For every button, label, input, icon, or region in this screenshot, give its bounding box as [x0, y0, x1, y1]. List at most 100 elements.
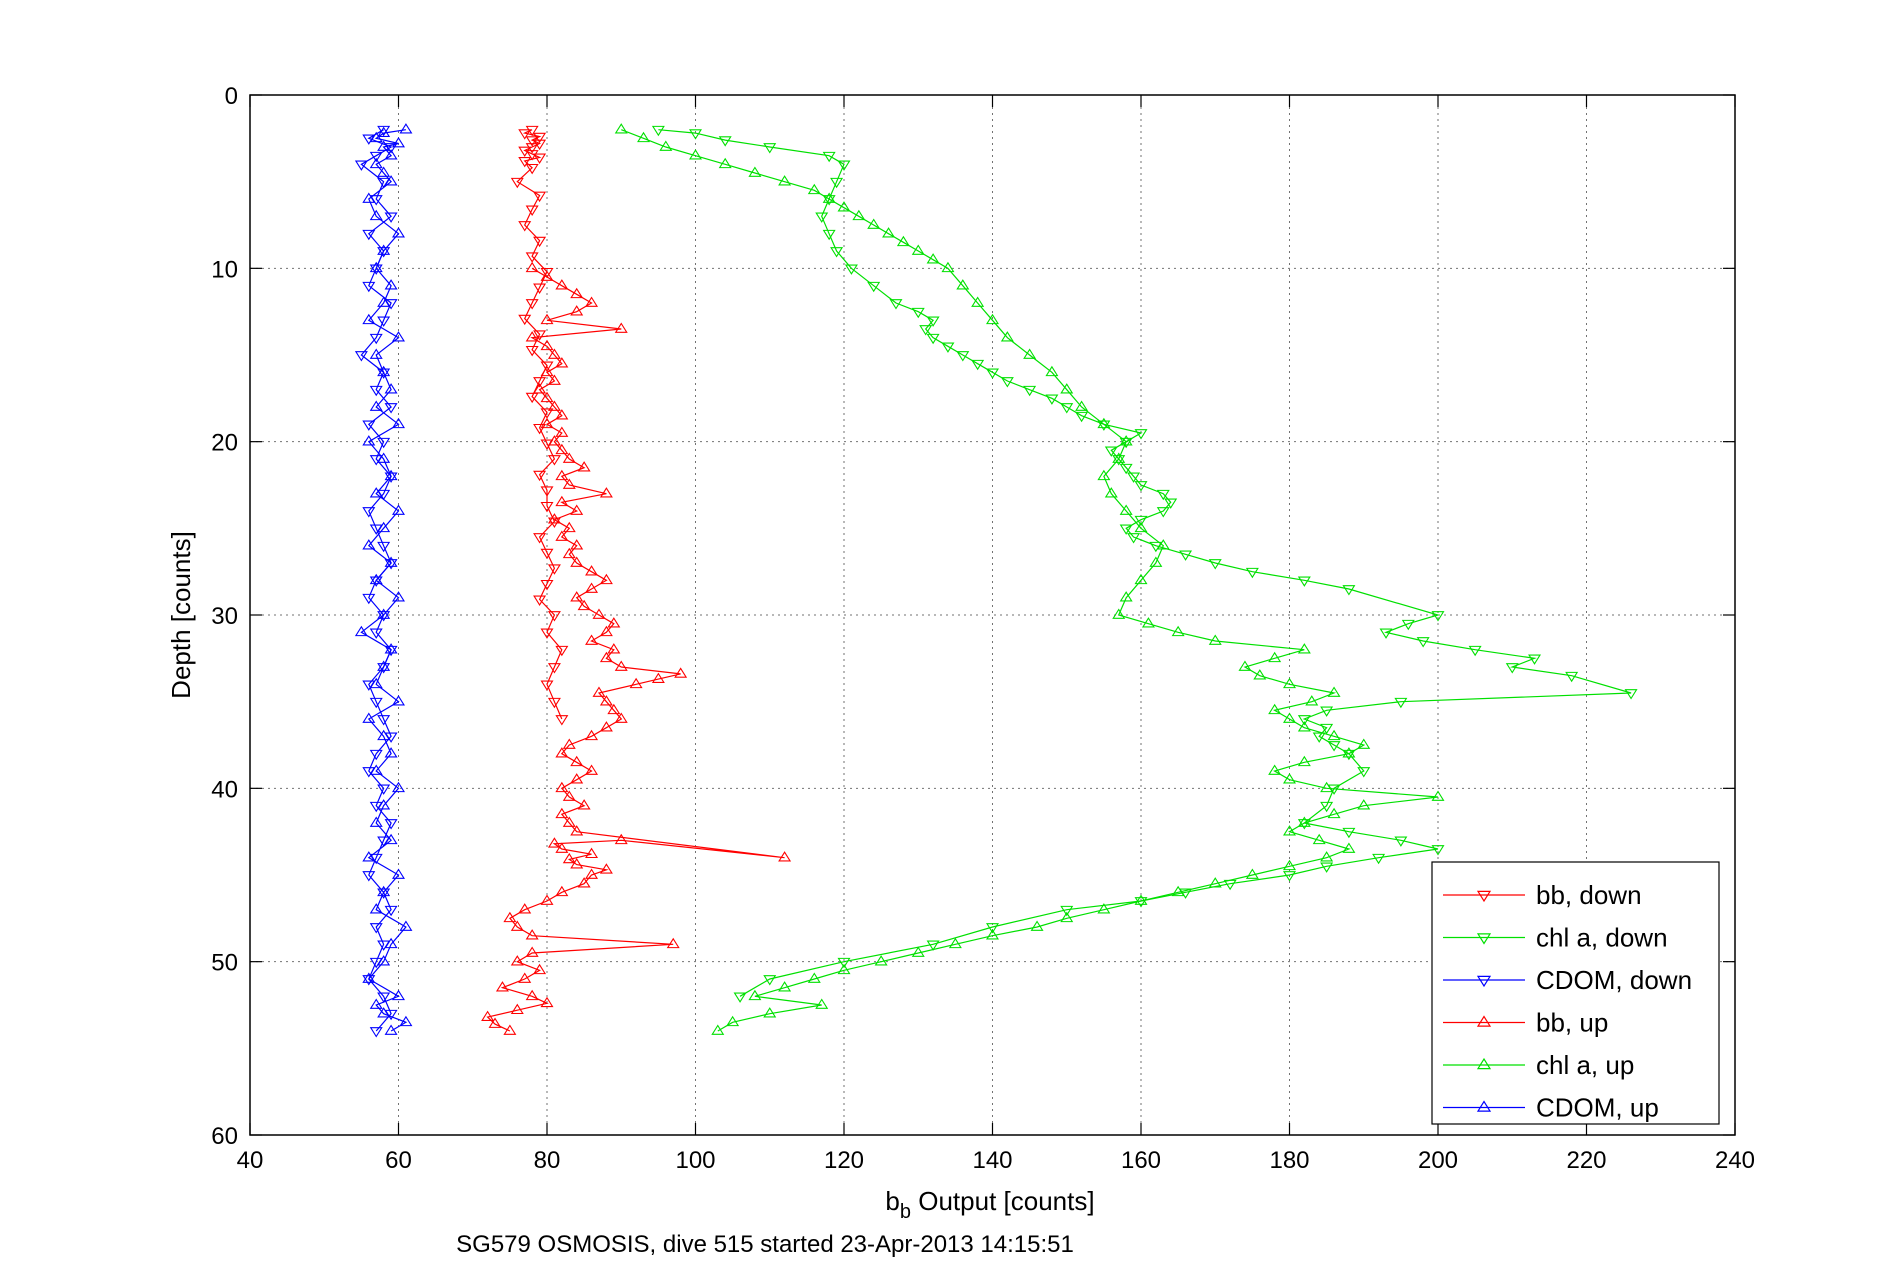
data-point	[540, 548, 554, 560]
data-point	[807, 183, 821, 195]
data-point	[377, 126, 391, 137]
data-point	[1327, 686, 1341, 697]
legend: bb, down chl a, down CDOM, down bb, up chl a…	[1431, 861, 1720, 1125]
data-point	[1119, 463, 1133, 475]
data-point	[1238, 660, 1252, 671]
data-point	[377, 715, 391, 726]
data-point	[1097, 903, 1111, 914]
data-point	[369, 264, 383, 275]
data-point	[392, 868, 405, 879]
data-point	[1134, 515, 1148, 527]
data-point	[533, 283, 547, 294]
data-point	[369, 385, 383, 397]
data-point	[369, 816, 383, 827]
data-point	[555, 495, 569, 507]
data-point	[533, 423, 547, 435]
x-axis-label: bb Output [counts]	[885, 1186, 1094, 1223]
legend-swatch-marker	[1476, 1015, 1492, 1027]
data-point	[555, 279, 569, 290]
data-point	[384, 905, 398, 917]
data-point	[377, 125, 391, 137]
data-point	[384, 279, 398, 290]
data-point	[926, 940, 940, 951]
data-point	[1624, 689, 1638, 700]
data-point	[377, 365, 391, 377]
data-point	[1112, 608, 1126, 619]
data-point	[525, 989, 539, 1001]
legend-swatch-marker	[1476, 1057, 1492, 1070]
data-point	[585, 847, 599, 859]
data-point	[1357, 738, 1371, 749]
data-point	[1134, 521, 1148, 533]
data-point	[392, 989, 405, 1001]
data-point	[377, 437, 391, 449]
data-point	[1320, 851, 1334, 862]
x-tick-label: 60	[385, 1147, 412, 1174]
legend-label: CDOM, up	[1536, 1093, 1659, 1123]
data-point	[570, 556, 584, 567]
data-point	[592, 608, 606, 619]
x-axis-label-main: b	[885, 1186, 899, 1216]
data-point	[384, 469, 398, 481]
data-point	[599, 625, 613, 637]
data-point	[837, 963, 851, 975]
data-point	[533, 595, 547, 606]
data-point	[1119, 591, 1133, 602]
data-point	[377, 316, 391, 327]
data-point	[384, 149, 398, 160]
data-point	[1156, 489, 1170, 501]
data-point	[555, 530, 569, 541]
data-point	[1208, 634, 1222, 645]
legend-label: chl a, down	[1536, 923, 1668, 953]
data-point	[1283, 859, 1296, 871]
data-point	[362, 420, 376, 431]
data-point	[547, 611, 561, 622]
data-point	[1357, 799, 1371, 810]
legend-swatch-marker	[1476, 975, 1492, 988]
data-point	[1268, 651, 1282, 663]
data-point	[540, 408, 554, 419]
data-point	[547, 513, 561, 524]
chart-caption: SG579 OSMOSIS, dive 515 started 23-Apr-2…	[456, 1231, 1074, 1258]
data-point	[377, 885, 391, 897]
data-point	[1327, 807, 1341, 819]
data-point	[1045, 394, 1059, 405]
data-point	[392, 591, 405, 602]
data-point	[1468, 645, 1482, 657]
data-point	[533, 377, 547, 388]
data-point	[629, 677, 643, 689]
data-point	[1134, 573, 1148, 585]
data-point	[562, 738, 576, 749]
legend-swatch-marker	[1476, 933, 1492, 945]
data-point	[1394, 836, 1408, 847]
data-point	[911, 244, 925, 255]
data-point	[555, 781, 569, 793]
data-point	[1312, 833, 1326, 845]
data-point	[555, 807, 569, 819]
data-point	[1119, 504, 1133, 515]
data-point	[547, 455, 561, 466]
data-point	[377, 608, 391, 619]
data-point	[585, 634, 599, 645]
data-point	[570, 305, 584, 316]
data-point	[1327, 729, 1341, 741]
data-point	[1283, 825, 1296, 836]
data-point	[614, 123, 628, 134]
data-point	[778, 981, 792, 992]
data-point	[384, 645, 398, 657]
data-point	[1119, 524, 1133, 535]
data-point	[844, 264, 858, 275]
data-point	[377, 296, 391, 307]
data-point	[518, 314, 532, 326]
data-point	[689, 149, 702, 160]
data-point	[1134, 481, 1148, 492]
data-point	[1312, 732, 1326, 743]
data-point	[941, 342, 955, 353]
series-line	[516, 129, 563, 720]
data-point	[362, 313, 376, 325]
data-point	[1283, 677, 1296, 689]
x-axis-label-rest: Output [counts]	[911, 1186, 1095, 1216]
data-point	[377, 247, 391, 258]
data-point	[362, 593, 376, 605]
data-point	[748, 166, 762, 177]
